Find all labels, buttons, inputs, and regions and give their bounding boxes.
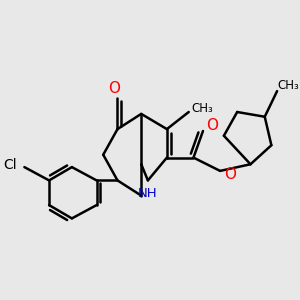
Text: O: O xyxy=(108,81,120,96)
Text: O: O xyxy=(206,118,218,133)
Text: CH₃: CH₃ xyxy=(278,79,299,92)
Text: O: O xyxy=(224,167,236,182)
Text: Cl: Cl xyxy=(3,158,17,172)
Text: CH₃: CH₃ xyxy=(191,102,213,115)
Text: NH: NH xyxy=(138,187,158,200)
